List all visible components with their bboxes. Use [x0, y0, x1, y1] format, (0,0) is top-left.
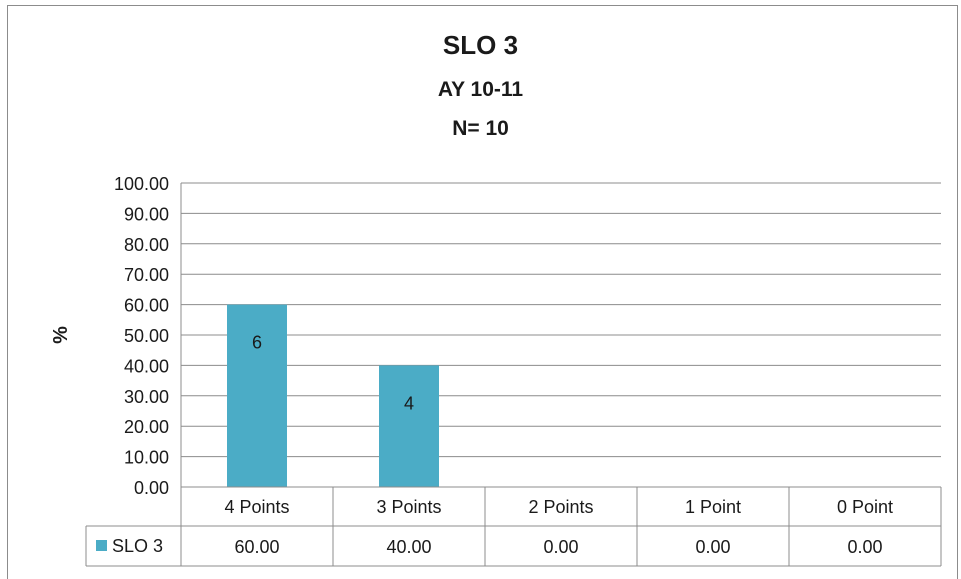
bar	[227, 304, 287, 487]
category-label: 4 Points	[224, 497, 289, 517]
category-label: 0 Point	[837, 497, 893, 517]
chart-subtitle-n: N= 10	[452, 117, 509, 140]
table-value-cell: 40.00	[386, 537, 431, 557]
y-tick-label: 80.00	[124, 235, 169, 255]
y-tick-label: 0.00	[134, 478, 169, 498]
chart-frame	[7, 5, 958, 579]
category-label: 3 Points	[376, 497, 441, 517]
y-tick-label: 60.00	[124, 296, 169, 316]
bar-data-label: 6	[252, 333, 262, 353]
y-tick-label: 90.00	[124, 204, 169, 224]
y-tick-label: 50.00	[124, 326, 169, 346]
y-tick-label: 10.00	[124, 448, 169, 468]
legend-key	[96, 540, 107, 551]
bar	[379, 365, 439, 487]
y-tick-label: 100.00	[114, 174, 169, 194]
y-tick-label: 20.00	[124, 417, 169, 437]
table-value-cell: 0.00	[543, 537, 578, 557]
chart-subtitle-year: AY 10-11	[437, 78, 524, 101]
table-value-cell: 60.00	[234, 537, 279, 557]
y-tick-label: 40.00	[124, 356, 169, 376]
category-label: 2 Points	[528, 497, 593, 517]
y-tick-label: 70.00	[124, 265, 169, 285]
category-label: 1 Point	[685, 497, 741, 517]
table-value-cell: 0.00	[695, 537, 730, 557]
chart-title: SLO 3	[442, 30, 519, 60]
table-value-cell: 0.00	[847, 537, 882, 557]
y-axis-label: %	[50, 326, 72, 344]
legend-series-name: SLO 3	[112, 536, 163, 556]
y-tick-label: 30.00	[124, 387, 169, 407]
bar-data-label: 4	[404, 393, 414, 413]
